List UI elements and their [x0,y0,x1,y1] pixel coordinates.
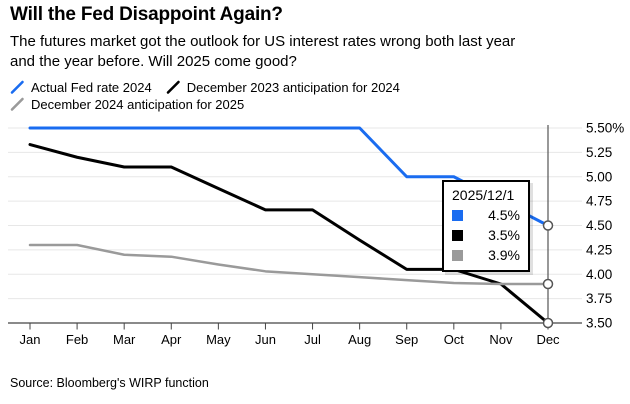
x-axis-month-label: Jan [20,332,41,347]
x-axis-month-label: Dec [536,332,560,347]
x-axis-month-label: Nov [489,332,513,347]
x-axis-month-label: Mar [113,332,136,347]
x-axis-month-label: Apr [161,332,182,347]
x-axis-month-label: Aug [348,332,371,347]
y-axis-tick-label: 3.75 [586,291,612,306]
series-end-marker [542,278,554,290]
chart-tooltip: 2025/12/1 4.5% 3.5% 3.9% [442,180,530,272]
tooltip-row: 3.9% [452,247,520,263]
line-slash-icon [10,97,24,111]
y-axis-tick-label: 5.50% [586,121,624,136]
y-axis-tick-label: 4.50 [586,218,612,233]
tooltip-date: 2025/12/1 [452,187,515,203]
x-axis-month-label: Sep [395,332,418,347]
tooltip-value: 3.9% [488,247,520,263]
legend-label: Actual Fed rate 2024 [31,80,152,95]
legend-item-dec-2023-anticipation[interactable]: December 2023 anticipation for 2024 [166,80,400,95]
subtitle: The futures market got the outlook for U… [10,32,622,72]
x-axis-month-label: Oct [444,332,465,347]
legend: Actual Fed rate 2024 December 2023 antic… [10,80,530,112]
subtitle-line-2: and the year before. Will 2025 come good… [10,53,297,70]
x-axis-month-label: Jun [255,332,276,347]
series-swatch-gray [452,249,463,261]
tooltip-row: 3.5% [452,227,520,243]
y-axis-tick-label: 3.50 [586,316,612,331]
series-end-marker [542,317,554,329]
tooltip-row: 4.5% [452,207,520,223]
line-slash-icon [166,80,180,94]
x-axis-month-label: May [206,332,231,347]
subtitle-line-1: The futures market got the outlook for U… [10,33,516,50]
legend-item-actual-fed-rate[interactable]: Actual Fed rate 2024 [10,80,152,95]
y-axis-tick-label: 4.75 [586,194,612,209]
series-swatch-black [452,229,463,241]
x-axis-month-label: Jul [304,332,321,347]
tooltip-value: 3.5% [488,227,520,243]
y-axis-tick-label: 4.25 [586,242,612,257]
y-axis-tick-label: 4.00 [586,267,612,282]
series-swatch-blue [452,209,463,221]
series-end-marker [542,220,554,231]
legend-label: December 2024 anticipation for 2025 [31,97,245,112]
tooltip-value: 4.5% [488,207,520,223]
legend-label: December 2023 anticipation for 2024 [186,80,400,95]
source-note: Source: Bloomberg's WIRP function [10,376,209,390]
page-title: Will the Fed Disappoint Again? [10,4,283,25]
x-axis-month-label: Feb [66,332,88,347]
y-axis-tick-label: 5.00 [586,169,612,184]
chart-header: Will the Fed Disappoint Again? The futur… [10,4,622,112]
legend-item-dec-2024-anticipation[interactable]: December 2024 anticipation for 2025 [10,97,244,112]
y-axis-tick-label: 5.25 [586,145,612,160]
line-slash-icon [10,80,24,94]
